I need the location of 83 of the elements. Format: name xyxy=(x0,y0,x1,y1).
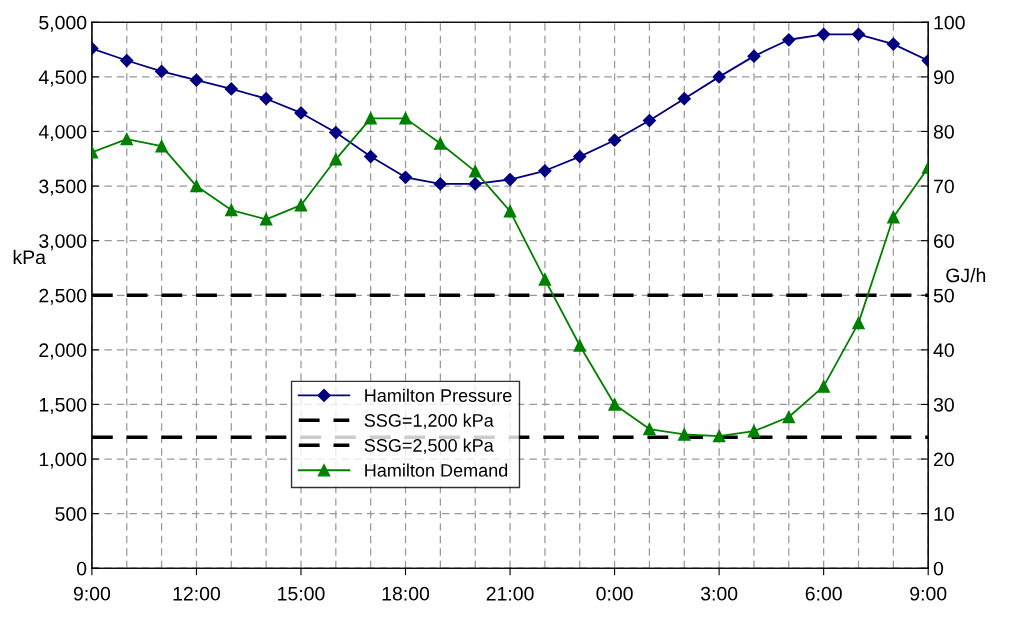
y2-tick-label: 100 xyxy=(934,15,965,30)
point xyxy=(120,132,134,146)
point xyxy=(642,113,657,128)
y-tick-label: 1,500 xyxy=(39,397,87,414)
x-tick-label: 15:00 xyxy=(278,586,325,601)
y-tick-label: 5,000 xyxy=(39,15,87,32)
y2-axis-title: GJ/h xyxy=(946,267,986,283)
legend-label: SSG=2,500 kPa xyxy=(364,438,494,454)
point xyxy=(573,150,587,164)
point xyxy=(538,273,552,286)
point xyxy=(782,410,796,424)
point xyxy=(433,177,447,191)
point xyxy=(851,27,866,41)
point xyxy=(608,398,621,411)
point xyxy=(607,133,622,147)
point xyxy=(503,204,517,218)
y2-tick-label: 60 xyxy=(934,234,954,248)
x-tick-label: 0:00 xyxy=(596,586,633,601)
point xyxy=(747,424,761,438)
point xyxy=(259,213,273,226)
point xyxy=(538,164,552,178)
y-tick-label: 1,000 xyxy=(39,452,87,469)
x-tick-label: 3:00 xyxy=(700,586,738,601)
point xyxy=(190,179,203,193)
point xyxy=(329,153,343,166)
y-tick-label: 500 xyxy=(55,507,87,521)
point xyxy=(224,82,238,96)
point xyxy=(852,316,865,330)
y2-tick-label: 90 xyxy=(933,70,954,85)
ref-line-label: SSG=1,200 kPa xyxy=(364,413,494,429)
point xyxy=(468,165,482,178)
x-tick-label: 9:00 xyxy=(910,586,947,601)
point xyxy=(364,112,377,125)
y-tick-label: 3,500 xyxy=(39,179,87,196)
y2-tick-label: 40 xyxy=(933,343,954,358)
legend-label: Hamilton Demand xyxy=(365,463,508,477)
point xyxy=(643,422,656,436)
legend-label: Hamilton Pressure xyxy=(365,388,512,402)
point xyxy=(364,150,378,164)
y2-tick-label: 0 xyxy=(933,561,944,576)
point xyxy=(468,177,482,191)
point xyxy=(886,37,900,51)
y2-tick-label: 70 xyxy=(934,179,954,194)
y-tick-label: 2,000 xyxy=(39,343,87,360)
point xyxy=(573,339,586,352)
point xyxy=(747,49,761,63)
y2-tick-label: 80 xyxy=(933,124,954,139)
y-axis-title: kPa xyxy=(13,249,46,265)
point xyxy=(677,92,691,106)
y2-tick-label: 30 xyxy=(933,397,954,412)
x-tick-label: 12:00 xyxy=(173,586,221,601)
y-tick-label: 0 xyxy=(77,561,87,576)
point xyxy=(887,210,900,224)
x-tick-label: 21:00 xyxy=(486,586,534,601)
y2-tick-label: 20 xyxy=(934,452,954,467)
point xyxy=(817,380,830,393)
point xyxy=(503,172,517,187)
y-tick-label: 2,500 xyxy=(39,288,87,305)
y-tick-label: 3,000 xyxy=(39,234,87,251)
point xyxy=(294,198,308,212)
y2-tick-label: 50 xyxy=(933,288,954,303)
point xyxy=(678,428,691,441)
point xyxy=(782,33,796,47)
point xyxy=(817,27,831,41)
point xyxy=(155,64,169,79)
point xyxy=(712,70,726,84)
y-tick-label: 4,500 xyxy=(38,70,87,87)
point xyxy=(712,429,726,443)
point xyxy=(155,139,168,153)
point xyxy=(434,137,447,150)
point xyxy=(398,170,413,184)
x-tick-label: 6:00 xyxy=(805,586,842,601)
point xyxy=(225,203,238,217)
point xyxy=(259,92,273,106)
x-tick-label: 18:00 xyxy=(382,586,430,601)
x-tick-label: 9:00 xyxy=(73,586,111,601)
point xyxy=(399,112,412,125)
point xyxy=(329,125,343,140)
y-tick-label: 4,000 xyxy=(38,124,87,142)
y2-tick-label: 10 xyxy=(934,507,954,521)
point xyxy=(189,73,204,87)
point xyxy=(120,53,134,68)
point xyxy=(294,106,308,120)
